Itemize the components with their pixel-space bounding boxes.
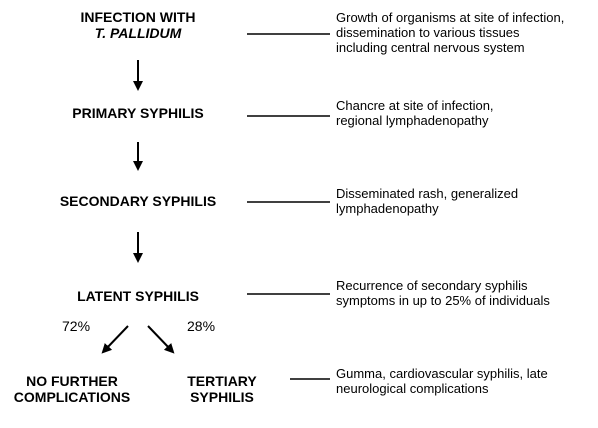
stage-infection-line2: T. PALLIDUM	[94, 25, 182, 41]
desc-latent-line2: symptoms in up to 25% of individuals	[336, 293, 550, 308]
stage-no-further-complications: NO FURTHER COMPLICATIONS	[2, 373, 142, 405]
desc-primary: Chancre at site of infection, regional l…	[336, 98, 494, 128]
desc-secondary-line1: Disseminated rash, generalized	[336, 186, 519, 201]
desc-primary-line1: Chancre at site of infection,	[336, 98, 494, 113]
stage-secondary: SECONDARY SYPHILIS	[59, 193, 217, 209]
stage-no-further-line2: COMPLICATIONS	[13, 389, 131, 405]
stage-no-further-line1: NO FURTHER	[26, 373, 118, 389]
desc-secondary: Disseminated rash, generalized lymphaden…	[336, 186, 518, 216]
desc-infection: Growth of organisms at site of infection…	[336, 10, 564, 55]
desc-tertiary-line2: neurological complications	[336, 381, 489, 396]
desc-infection-line3: including central nervous system	[336, 40, 525, 55]
stage-tertiary-line1: TERTIARY	[187, 373, 257, 389]
desc-tertiary-line1: Gumma, cardiovascular syphilis, late	[336, 366, 548, 381]
branch-pct-left: 72%	[62, 318, 91, 334]
desc-latent-line1: Recurrence of secondary syphilis	[336, 278, 528, 293]
desc-secondary-line2: lymphadenopathy	[336, 201, 439, 216]
stage-latent: LATENT SYPHILIS	[77, 288, 199, 304]
stage-infection-line1: INFECTION WITH	[80, 9, 196, 25]
stage-tertiary-line2: SYPHILIS	[190, 389, 254, 405]
desc-latent: Recurrence of secondary syphilis symptom…	[336, 278, 550, 308]
arrow-latent-to-no-further	[101, 325, 129, 354]
stage-infection: INFECTION WITH T. PALLIDUM	[58, 9, 218, 41]
desc-infection-line2: dissemination to various tissues	[336, 25, 520, 40]
branch-pct-right: 28%	[187, 318, 216, 334]
stage-tertiary: TERTIARY SYPHILIS	[172, 373, 272, 405]
desc-infection-line1: Growth of organisms at site of infection…	[336, 10, 565, 25]
desc-tertiary: Gumma, cardiovascular syphilis, late neu…	[336, 366, 548, 396]
desc-primary-line2: regional lymphadenopathy	[336, 113, 489, 128]
stage-primary: PRIMARY SYPHILIS	[72, 105, 204, 121]
arrow-latent-to-tertiary	[147, 325, 175, 354]
